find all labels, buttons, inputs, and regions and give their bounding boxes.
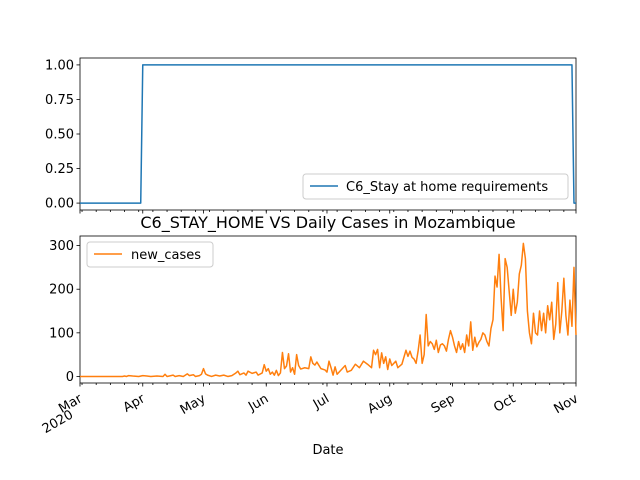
- ax2-ytick-label: 300: [49, 239, 74, 254]
- bottom-legend: new_cases: [86, 241, 214, 268]
- top-x-axis: [79, 210, 577, 214]
- x-axis-label: Date: [312, 443, 343, 458]
- series-line-c6-stay-at-home-requirements: [80, 64, 576, 204]
- x-tick-label: Jul: [310, 391, 332, 412]
- bottom-legend-label: new_cases: [131, 248, 201, 263]
- top-legend: C6_Stay at home requirements: [302, 173, 569, 200]
- top-legend-label: C6_Stay at home requirements: [346, 180, 548, 195]
- ax2-ytick-label: 0: [66, 370, 74, 385]
- series-line-new-cases: [80, 242, 577, 378]
- ax1-ytick-label: 0.25: [45, 162, 74, 177]
- top-legend-box: [302, 173, 569, 200]
- ax1-ytick-label: 0.75: [45, 93, 74, 108]
- ax1-ytick-label: 1.00: [45, 58, 74, 73]
- ax2-ytick-label: 200: [49, 283, 74, 298]
- ax1-ytick-label: 0.00: [45, 197, 74, 212]
- bottom-y-axis: 0 100 200 300: [49, 239, 80, 385]
- chart-title: C6_STAY_HOME VS Daily Cases in Mozambiqu…: [140, 213, 515, 233]
- top-axes: 0.00 0.25 0.50 0.75 1.00 C6_Stay at home req…: [45, 57, 577, 214]
- bottom-axes-frame: [79, 235, 577, 384]
- bottom-series-layer: [80, 242, 577, 378]
- bottom-legend-box: [86, 241, 214, 268]
- ax1-ytick-label: 0.50: [45, 128, 74, 143]
- ax2-ytick-label: 100: [49, 326, 74, 341]
- top-series-layer: [80, 64, 576, 204]
- top-y-axis: 0.00 0.25 0.50 0.75 1.00: [45, 58, 80, 212]
